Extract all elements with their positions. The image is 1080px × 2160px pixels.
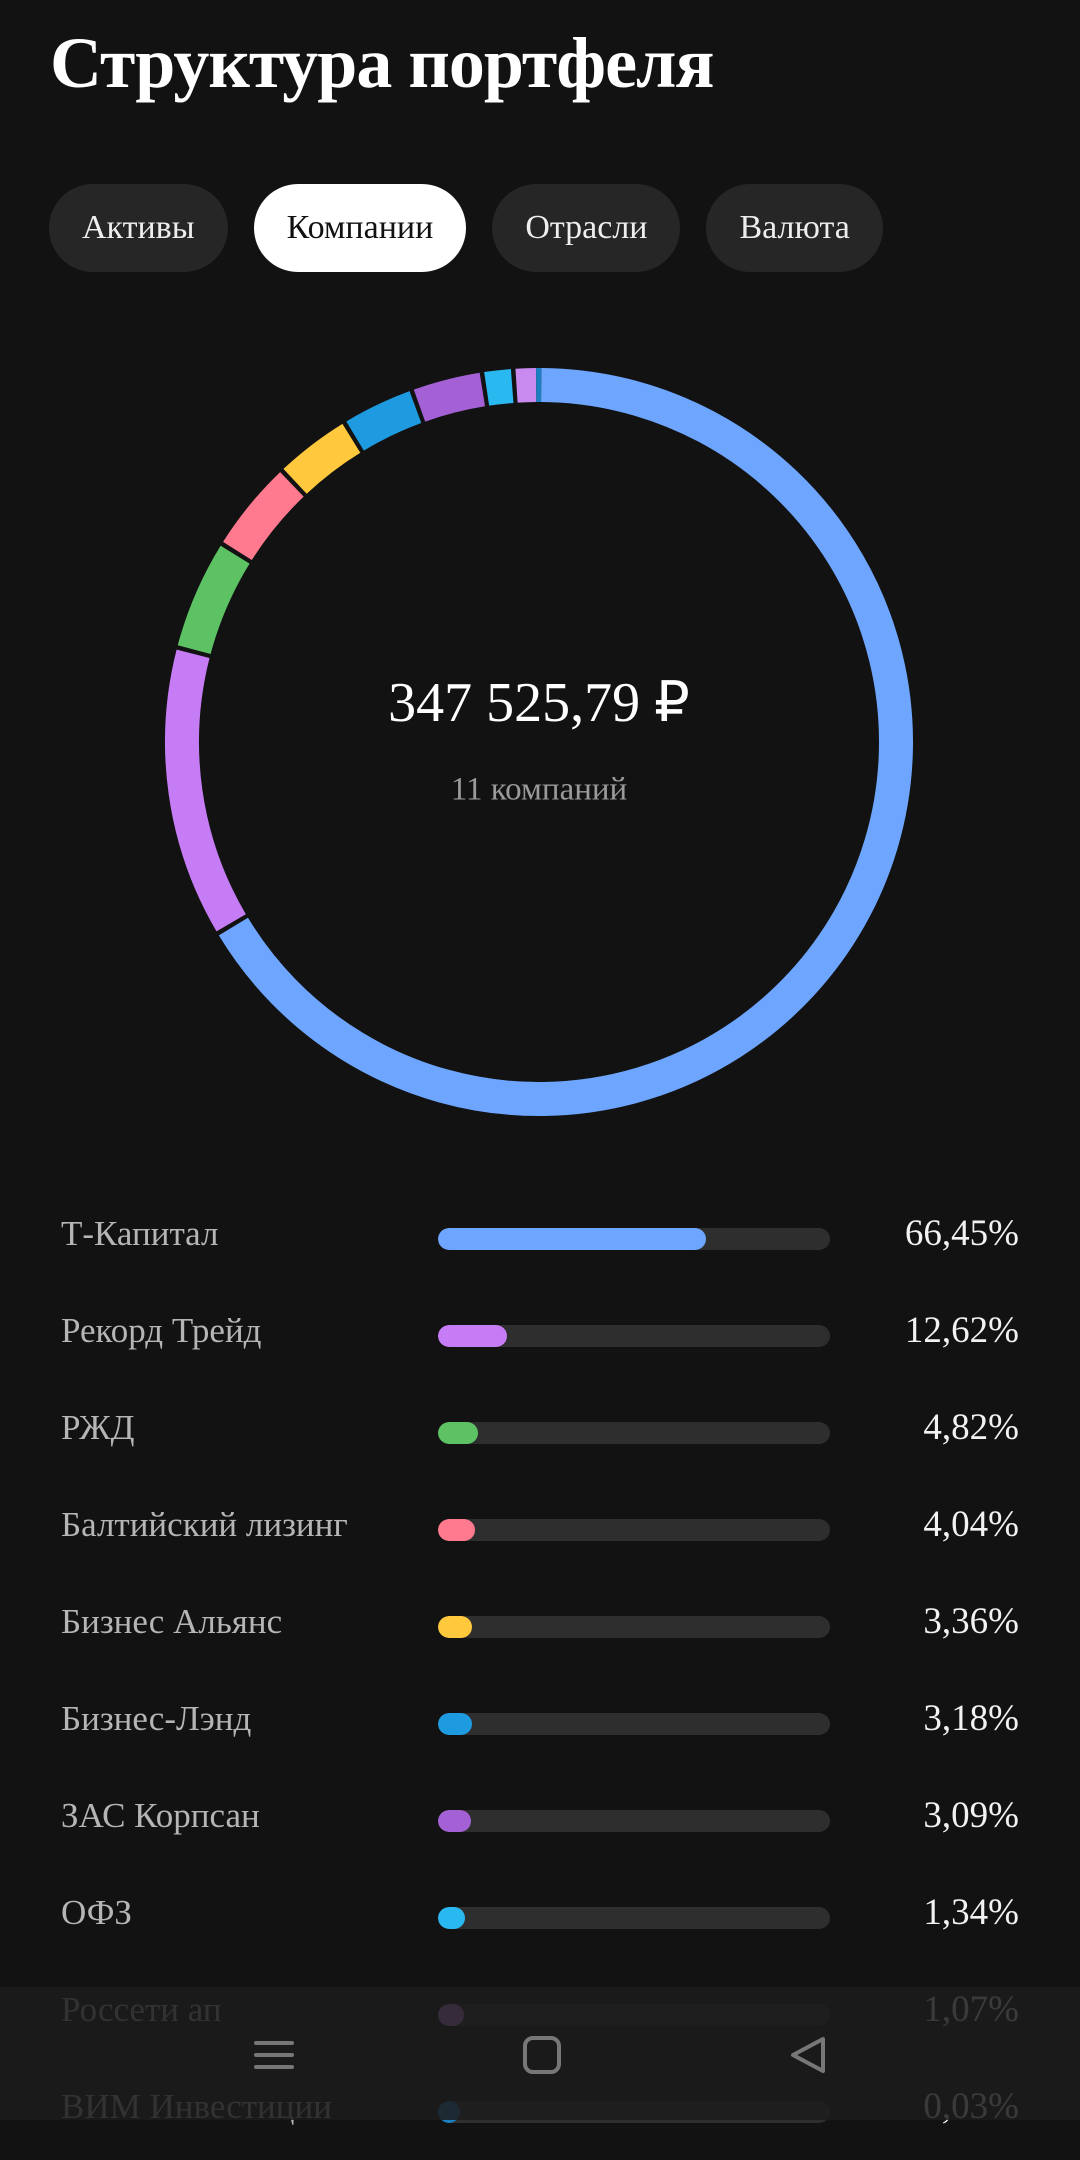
company-name: Бизнес-Лэнд xyxy=(61,1699,251,1739)
percent-label: 3,36% xyxy=(923,1600,1019,1643)
donut-segment xyxy=(233,385,896,1099)
nav-icons xyxy=(0,1987,1080,2120)
bar-fill xyxy=(438,1422,478,1444)
percent-label: 3,09% xyxy=(923,1794,1019,1837)
legend-row: РЖД 4,82% xyxy=(0,1384,1080,1481)
tab[interactable]: Активы xyxy=(49,184,228,272)
tab[interactable]: Отрасли xyxy=(492,184,680,272)
bar-fill xyxy=(438,1907,465,1929)
total-value: 347 525,79 ₽ xyxy=(388,672,690,734)
company-name: Бизнес Альянс xyxy=(61,1602,282,1642)
donut-segment xyxy=(487,386,513,389)
percent-label: 4,04% xyxy=(923,1503,1019,1546)
percent-label: 4,82% xyxy=(923,1406,1019,1449)
nav-bar xyxy=(0,1987,1080,2120)
donut-segment xyxy=(517,385,537,386)
donut-segment xyxy=(237,484,291,551)
company-name: ЗАС Корпсан xyxy=(61,1796,260,1836)
company-name: ОФЗ xyxy=(61,1893,132,1933)
legend-row: Рекорд Трейд 12,62% xyxy=(0,1287,1080,1384)
legend-row: ОФЗ 1,34% xyxy=(0,1869,1080,1966)
company-name: Рекорд Трейд xyxy=(61,1311,261,1351)
percent-label: 3,18% xyxy=(923,1697,1019,1740)
bar-fill xyxy=(438,1228,706,1250)
tab[interactable]: Компании xyxy=(254,184,467,272)
donut-chart: 347 525,79 ₽ 11 компаний xyxy=(0,350,1080,1150)
percent-label: 12,62% xyxy=(905,1309,1019,1352)
home-button[interactable] xyxy=(525,2038,559,2072)
bar-track xyxy=(438,1519,830,1541)
legend-row: Бизнес Альянс 3,36% xyxy=(0,1578,1080,1675)
bar-fill xyxy=(438,1810,471,1832)
legend-row: Т-Капитал 66,45% xyxy=(0,1190,1080,1287)
bar-track xyxy=(438,1422,830,1444)
company-name: РЖД xyxy=(61,1408,134,1448)
bar-track xyxy=(438,1616,830,1638)
tab-bar: Активы Компании Отрасли Валюта xyxy=(49,184,883,272)
legend-row: Бизнес-Лэнд 3,18% xyxy=(0,1675,1080,1772)
tab[interactable]: Валюта xyxy=(706,184,882,272)
subtitle: 11 компаний xyxy=(451,772,627,808)
company-name: Балтийский лизинг xyxy=(61,1505,348,1545)
legend-row: Балтийский лизинг 4,04% xyxy=(0,1481,1080,1578)
bar-track xyxy=(438,1228,830,1250)
bar-track xyxy=(438,1713,830,1735)
bar-fill xyxy=(438,1325,507,1347)
percent-label: 1,34% xyxy=(923,1891,1019,1934)
menu-button[interactable] xyxy=(256,2043,292,2067)
back-button[interactable] xyxy=(793,2039,823,2071)
bar-track xyxy=(438,1810,830,1832)
donut-segment xyxy=(419,390,482,406)
bar-fill xyxy=(438,1616,472,1638)
donut-segment xyxy=(355,407,415,436)
bar-track xyxy=(438,1907,830,1929)
bar-fill xyxy=(438,1713,472,1735)
percent-label: 66,45% xyxy=(905,1212,1019,1255)
bar-fill xyxy=(438,1519,475,1541)
donut-segment xyxy=(295,438,351,481)
donut-segment xyxy=(182,654,231,923)
company-name: Т-Капитал xyxy=(61,1214,218,1254)
bar-track xyxy=(438,1325,830,1347)
donut-segment xyxy=(194,555,235,650)
legend-row: ЗАС Корпсан 3,09% xyxy=(0,1772,1080,1869)
page-title: Структура портфеля xyxy=(50,22,713,105)
